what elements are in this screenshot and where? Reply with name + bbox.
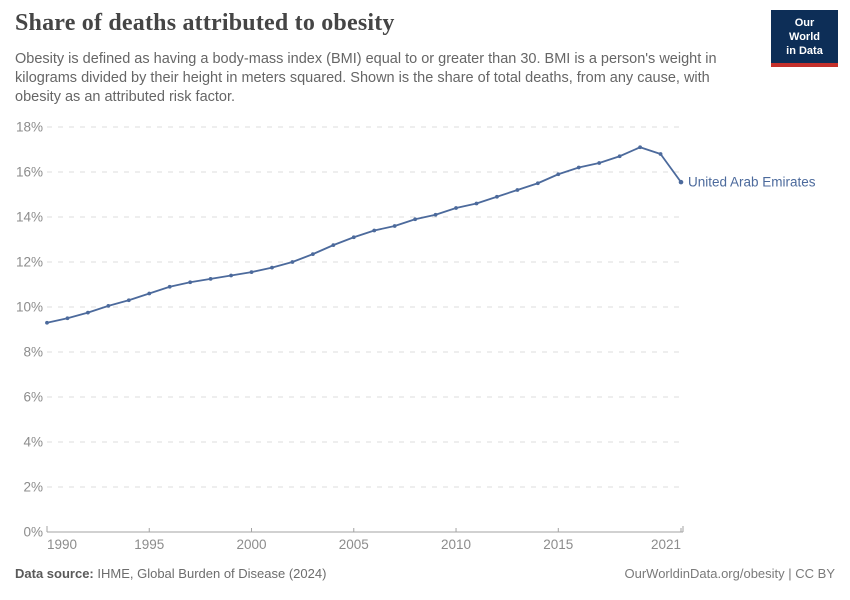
- y-axis-tick-label: 12%: [16, 255, 43, 270]
- data-point: [147, 291, 152, 296]
- data-point: [208, 276, 213, 281]
- data-point: [351, 235, 356, 240]
- x-axis-tick-label: 2005: [339, 537, 369, 552]
- entity-label: United Arab Emirates: [688, 175, 816, 190]
- data-point: [474, 201, 479, 206]
- data-point: [413, 217, 418, 222]
- data-point: [576, 165, 581, 170]
- data-point: [597, 161, 602, 165]
- data-point: [433, 212, 438, 217]
- data-point: [617, 154, 622, 159]
- data-point: [495, 194, 499, 199]
- data-point: [65, 316, 70, 321]
- y-axis-tick-label: 2%: [23, 480, 43, 495]
- owid-footer-link[interactable]: OurWorldinData.org/obesity | CC BY: [624, 566, 836, 581]
- x-axis-tick-label: 2021: [651, 537, 681, 552]
- y-axis-tick-label: 18%: [16, 120, 43, 135]
- data-point: [331, 243, 336, 248]
- x-axis-tick-label: 1990: [47, 537, 77, 552]
- data-point: [535, 181, 540, 186]
- y-axis-tick-label: 8%: [23, 345, 43, 360]
- y-axis-tick-label: 6%: [23, 390, 43, 405]
- x-axis-tick-label: 2000: [236, 537, 266, 552]
- data-point: [372, 228, 377, 233]
- data-point: [638, 145, 642, 150]
- data-point: [188, 280, 193, 285]
- y-axis-tick-label: 4%: [23, 435, 43, 450]
- data-point: [290, 260, 295, 264]
- y-axis-tick-label: 16%: [16, 165, 43, 180]
- y-axis-tick-label: 0%: [23, 525, 43, 540]
- data-point: [229, 273, 233, 278]
- owid-logo-line1: Our World: [789, 17, 820, 43]
- data-point: [86, 310, 90, 315]
- data-point: [167, 284, 172, 289]
- data-point: [310, 252, 315, 257]
- data-point: [249, 270, 254, 275]
- data-source-label: Data source:: [15, 566, 94, 581]
- x-axis-tick-label: 2010: [441, 537, 471, 552]
- data-point: [658, 152, 663, 156]
- data-source: Data source: IHME, Global Burden of Dise…: [15, 566, 326, 581]
- data-source-value: IHME, Global Burden of Disease (2024): [97, 566, 327, 581]
- data-point: [454, 206, 458, 210]
- y-axis-tick-label: 14%: [16, 210, 43, 225]
- y-axis-tick-label: 10%: [16, 300, 43, 315]
- chart-footer: Data source: IHME, Global Burden of Dise…: [15, 566, 835, 581]
- data-point: [556, 172, 561, 177]
- data-point: [515, 188, 520, 192]
- data-point: [45, 320, 49, 325]
- data-line: [46, 146, 682, 324]
- x-axis-tick-label: 1995: [134, 537, 164, 552]
- x-axis-tick-label: 2015: [543, 537, 573, 552]
- data-point: [106, 303, 111, 308]
- owid-logo-line2: in Data: [786, 44, 823, 57]
- data-point: [392, 224, 397, 228]
- page-title: Share of deaths attributed to obesity: [15, 10, 395, 36]
- owid-logo[interactable]: Our World in Data: [771, 10, 838, 68]
- data-point: [270, 265, 274, 270]
- chart-subtitle: Obesity is defined as having a body-mass…: [15, 51, 717, 106]
- data-point: [126, 298, 131, 303]
